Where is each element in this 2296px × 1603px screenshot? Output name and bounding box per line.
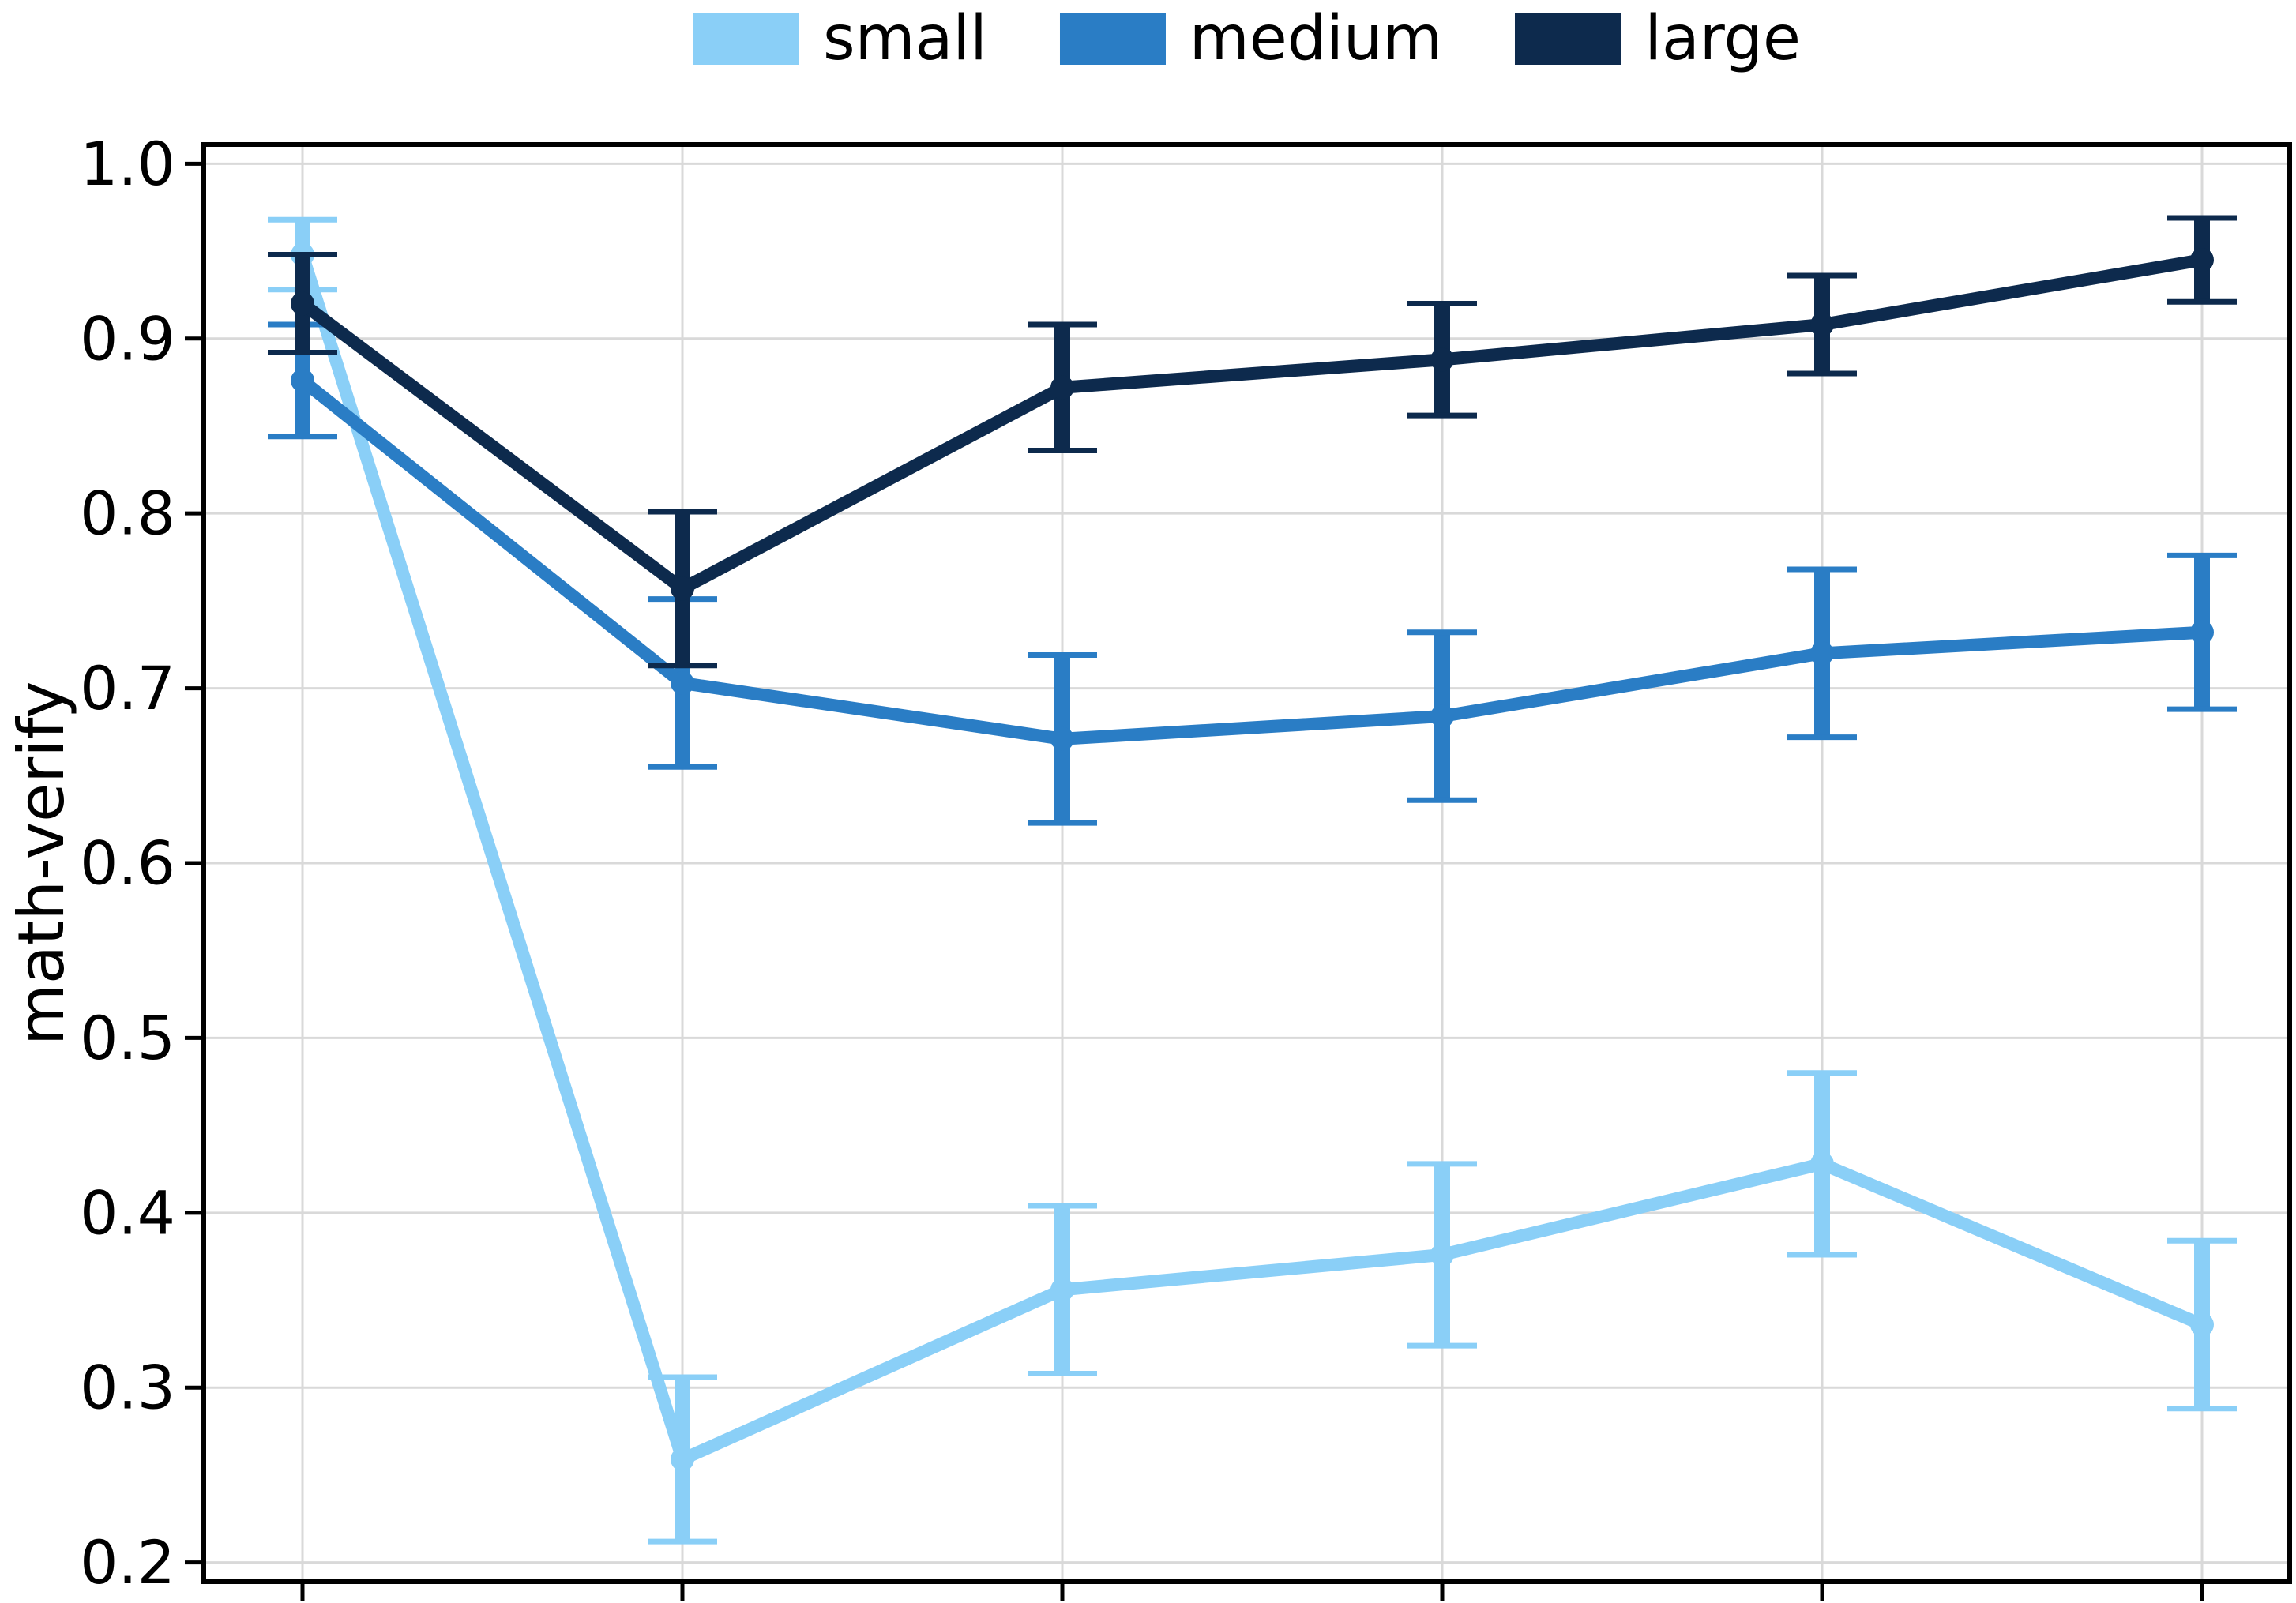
y-tick-label: 0.9 — [80, 303, 175, 374]
marker-large — [671, 576, 694, 601]
marker-small — [2190, 1312, 2214, 1337]
y-tick-label: 0.5 — [80, 1003, 175, 1073]
y-tick-label: 0.8 — [80, 479, 175, 549]
marker-medium — [1810, 641, 1834, 666]
marker-large — [1810, 313, 1834, 337]
y-tick-label: 0.3 — [80, 1353, 175, 1423]
marker-large — [1430, 347, 1454, 372]
y-tick-label: 1.0 — [80, 129, 175, 199]
legend-swatch-large — [1515, 13, 1621, 65]
marker-medium — [1430, 704, 1454, 729]
y-tick-label: 0.2 — [80, 1527, 175, 1597]
legend: small medium large — [693, 8, 1801, 69]
series-line-large — [296, 253, 2208, 595]
legend-swatch-medium — [1059, 13, 1166, 65]
marker-medium — [291, 368, 314, 392]
y-tick-label: 0.7 — [80, 653, 175, 723]
series-line-small — [296, 248, 2208, 1466]
legend-item-small: small — [693, 8, 987, 69]
legend-item-large: large — [1515, 8, 1801, 69]
marker-medium — [2190, 620, 2214, 644]
legend-item-medium: medium — [1059, 3, 1443, 74]
marker-small — [1050, 1278, 1074, 1302]
y-tick-label: 0.4 — [80, 1177, 175, 1248]
legend-label-large: large — [1644, 3, 1802, 74]
legend-label-small: small — [822, 3, 987, 74]
marker-small — [1430, 1242, 1454, 1267]
legend-label-medium: medium — [1189, 3, 1443, 74]
marker-small — [1810, 1151, 1834, 1176]
marker-large — [2190, 248, 2214, 272]
marker-large — [1050, 375, 1074, 400]
legend-swatch-small — [693, 13, 799, 65]
marker-medium — [671, 670, 694, 695]
marker-medium — [1050, 726, 1074, 751]
marker-small — [671, 1447, 694, 1472]
marker-large — [291, 291, 314, 316]
series-line-medium — [296, 374, 2208, 745]
y-tick-label: 0.6 — [80, 828, 175, 899]
